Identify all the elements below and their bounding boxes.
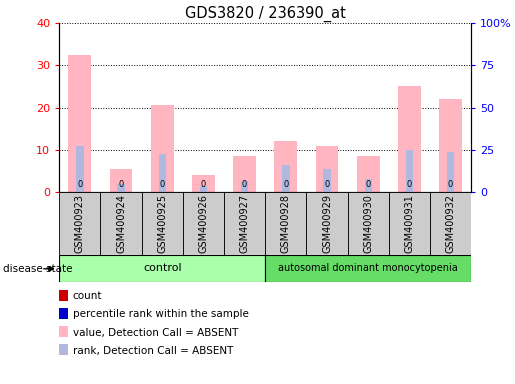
Text: control: control <box>143 263 181 273</box>
Text: 0: 0 <box>160 180 165 189</box>
Text: autosomal dominant monocytopenia: autosomal dominant monocytopenia <box>278 263 458 273</box>
Text: GSM400926: GSM400926 <box>198 194 209 253</box>
Text: 0: 0 <box>118 180 124 189</box>
Text: GSM400932: GSM400932 <box>445 194 456 253</box>
Bar <box>398 86 421 192</box>
Text: 0: 0 <box>201 180 206 189</box>
Bar <box>306 192 348 255</box>
Bar <box>439 99 462 192</box>
Bar <box>365 179 372 192</box>
Bar <box>200 186 207 192</box>
Text: GSM400929: GSM400929 <box>322 194 332 253</box>
Text: 0: 0 <box>324 180 330 189</box>
Bar <box>316 146 338 192</box>
Text: 0: 0 <box>242 180 247 189</box>
Text: GSM400927: GSM400927 <box>239 194 250 253</box>
Bar <box>117 184 125 192</box>
Text: 0: 0 <box>448 180 453 189</box>
Bar <box>348 192 389 255</box>
Text: GSM400923: GSM400923 <box>75 194 85 253</box>
Bar <box>110 169 132 192</box>
Bar <box>389 192 430 255</box>
Bar <box>265 255 471 282</box>
Bar <box>406 150 413 192</box>
Text: GSM400931: GSM400931 <box>404 194 415 253</box>
Bar <box>265 192 306 255</box>
Bar <box>224 192 265 255</box>
Bar <box>59 192 100 255</box>
Bar <box>447 152 454 192</box>
Bar <box>282 165 289 192</box>
Text: GSM400925: GSM400925 <box>157 194 167 253</box>
Bar <box>192 175 215 192</box>
Bar <box>233 156 256 192</box>
Text: 0: 0 <box>77 180 82 189</box>
Text: GSM400924: GSM400924 <box>116 194 126 253</box>
Bar <box>357 156 380 192</box>
Bar <box>59 255 265 282</box>
Bar <box>241 182 248 192</box>
Text: percentile rank within the sample: percentile rank within the sample <box>73 310 249 319</box>
Text: GSM400928: GSM400928 <box>281 194 291 253</box>
Bar <box>76 146 83 192</box>
Bar <box>142 192 183 255</box>
Bar <box>151 106 174 192</box>
Bar <box>183 192 224 255</box>
Text: count: count <box>73 291 102 301</box>
Text: rank, Detection Call = ABSENT: rank, Detection Call = ABSENT <box>73 346 233 356</box>
Text: disease state: disease state <box>3 264 72 274</box>
Bar <box>430 192 471 255</box>
Text: 0: 0 <box>283 180 288 189</box>
Bar <box>323 169 331 192</box>
Bar <box>68 55 91 192</box>
Text: value, Detection Call = ABSENT: value, Detection Call = ABSENT <box>73 328 238 338</box>
Text: 0: 0 <box>366 180 371 189</box>
Bar <box>159 154 166 192</box>
Bar <box>274 141 297 192</box>
Title: GDS3820 / 236390_at: GDS3820 / 236390_at <box>185 5 346 22</box>
Bar <box>100 192 142 255</box>
Text: 0: 0 <box>407 180 412 189</box>
Text: GSM400930: GSM400930 <box>363 194 373 253</box>
